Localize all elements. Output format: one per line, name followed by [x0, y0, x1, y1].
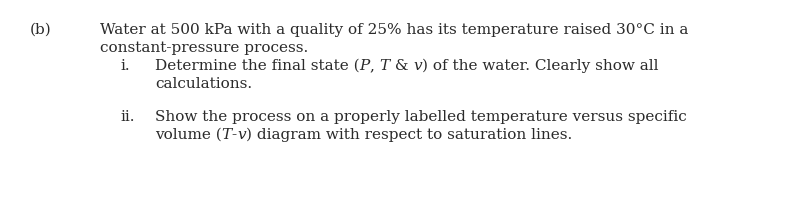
Text: ,: ,	[370, 59, 380, 73]
Text: Determine the final state (: Determine the final state (	[155, 59, 360, 73]
Text: ) diagram with respect to saturation lines.: ) diagram with respect to saturation lin…	[245, 128, 572, 142]
Text: (b): (b)	[30, 23, 52, 37]
Text: v: v	[413, 59, 422, 73]
Text: calculations.: calculations.	[155, 77, 252, 91]
Text: ) of the water. Clearly show all: ) of the water. Clearly show all	[422, 59, 658, 73]
Text: volume (: volume (	[155, 128, 222, 142]
Text: Water at 500 kPa with a quality of 25% has its temperature raised 30°C in a: Water at 500 kPa with a quality of 25% h…	[100, 23, 689, 37]
Text: constant-pressure process.: constant-pressure process.	[100, 41, 308, 55]
Text: &: &	[390, 59, 413, 73]
Text: i.: i.	[120, 59, 130, 73]
Text: T: T	[380, 59, 390, 73]
Text: Show the process on a properly labelled temperature versus specific: Show the process on a properly labelled …	[155, 110, 687, 124]
Text: P: P	[360, 59, 370, 73]
Text: v: v	[237, 128, 245, 142]
Text: -: -	[232, 128, 237, 142]
Text: ii.: ii.	[120, 110, 134, 124]
Text: T: T	[222, 128, 232, 142]
